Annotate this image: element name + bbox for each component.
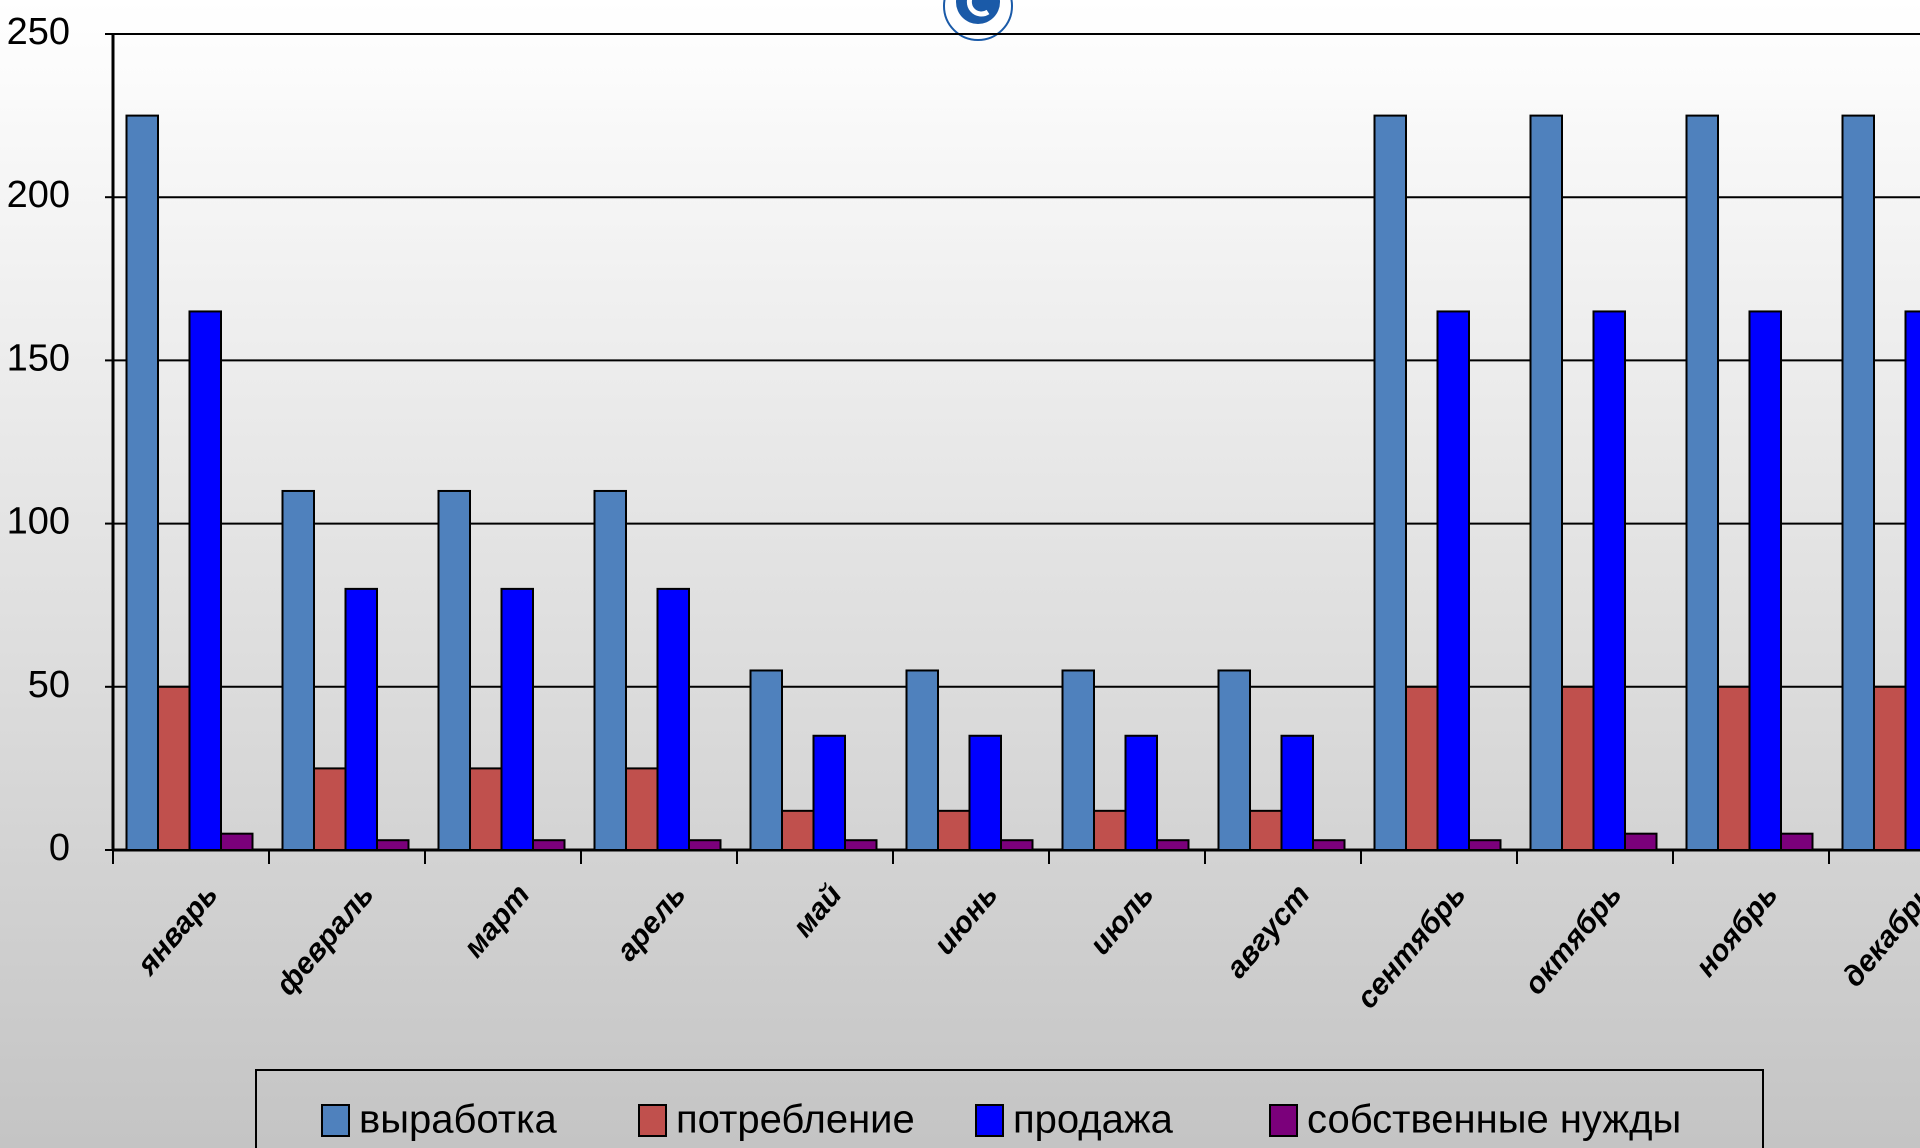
bar [532,839,566,852]
bar [1592,310,1626,851]
y-tick-label: 0 [49,827,70,869]
bar [1156,839,1190,852]
y-tick-label: 200 [7,174,70,216]
legend-label: выработка [359,1098,557,1142]
y-tick-label: 100 [7,501,70,543]
bar [1373,114,1407,852]
bar [968,734,1002,852]
bar [1529,114,1563,852]
bar [1093,809,1127,851]
bar [1405,685,1439,851]
bar [905,669,939,851]
legend: выработка потребление продажа собственные н… [255,1069,1764,1148]
bar [1904,310,1920,851]
bar [1217,669,1251,851]
bar [1780,832,1814,851]
bar [1561,685,1595,851]
bar [844,839,878,852]
bar [188,310,222,851]
legend-swatch [1269,1104,1298,1137]
bar [281,489,315,851]
bar [1312,839,1346,852]
bar [1061,669,1095,851]
bar [937,809,971,851]
y-tick-label: 150 [7,337,70,379]
bar [1748,310,1782,851]
bar [376,839,410,852]
bar [1841,114,1875,852]
bar [437,489,471,851]
bar [749,669,783,851]
legend-label: собственные нужды [1307,1098,1681,1142]
bar [157,685,191,851]
legend-swatch [638,1104,667,1137]
bar [1717,685,1751,851]
bar [1436,310,1470,851]
legend-label: потребление [676,1098,915,1142]
bar [625,767,659,852]
bar [220,832,254,851]
bar [1624,832,1658,851]
bar [313,767,347,852]
bar [1685,114,1719,852]
bar [1280,734,1314,852]
bar [1124,734,1158,852]
bar [593,489,627,851]
bar [1873,685,1907,851]
bar [688,839,722,852]
y-tick-label: 250 [7,11,70,53]
bar [469,767,503,852]
bar [812,734,846,852]
bar [344,587,378,851]
bar [500,587,534,851]
logo [943,0,1013,41]
bar [656,587,690,851]
bar [125,114,159,852]
legend-swatch [975,1104,1004,1137]
bar [1000,839,1034,852]
y-tick-label: 50 [28,664,70,706]
legend-label: продажа [1013,1098,1174,1142]
legend-box [255,1069,1764,1148]
bar [1468,839,1502,852]
bar [781,809,815,851]
legend-swatch [321,1104,350,1137]
bar [1249,809,1283,851]
